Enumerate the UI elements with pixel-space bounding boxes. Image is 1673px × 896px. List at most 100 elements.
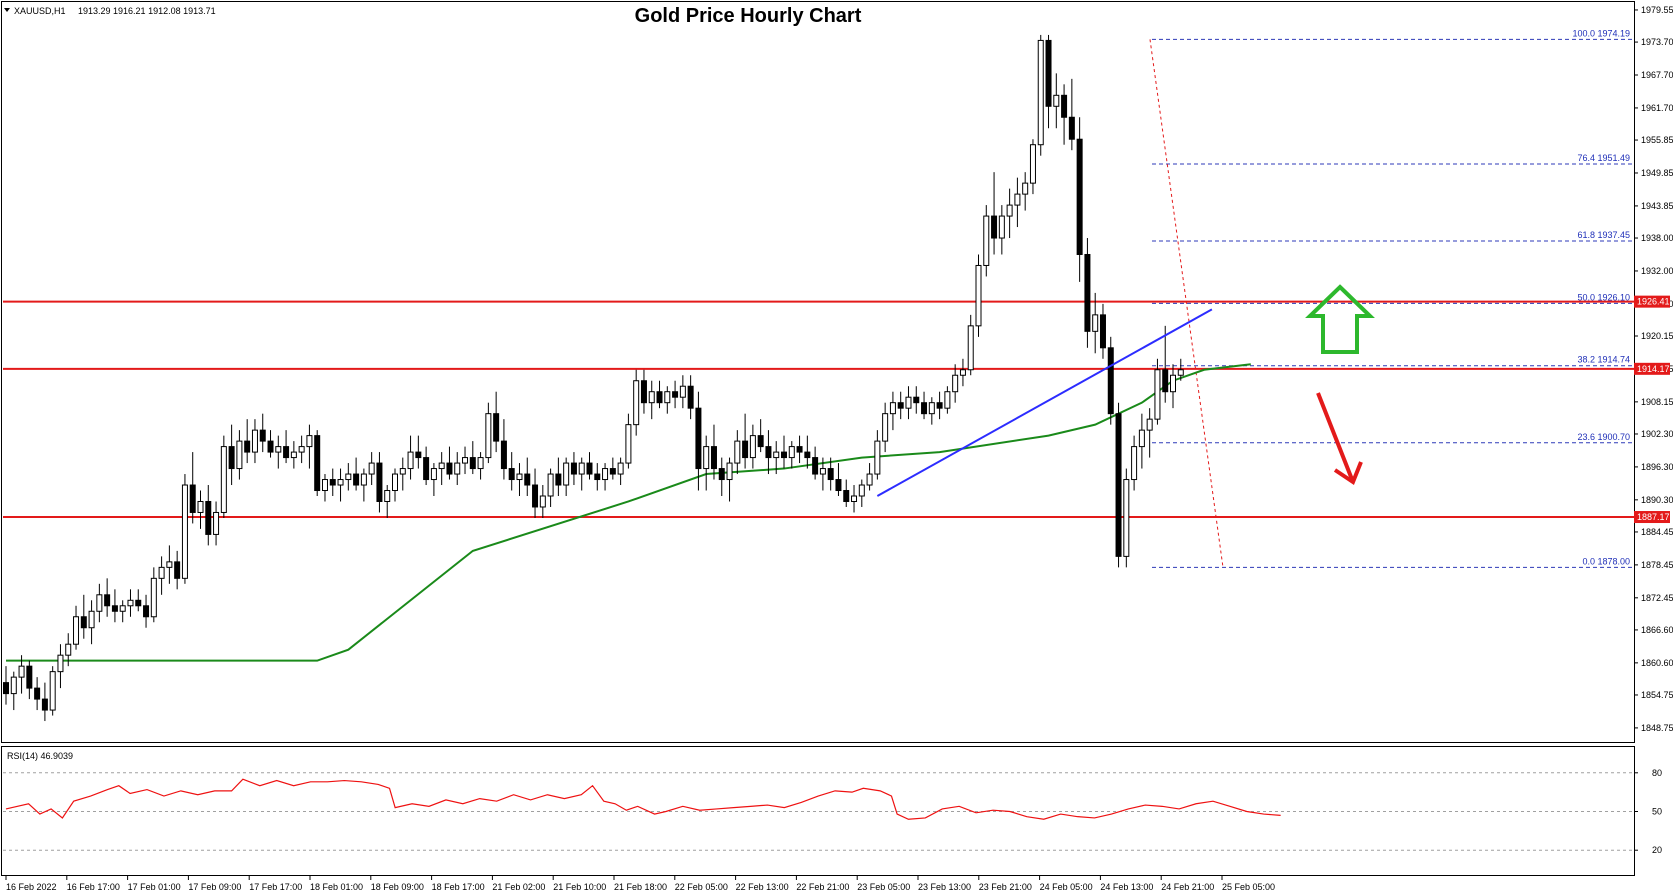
candle [1154,358,1161,425]
candle [65,633,72,667]
candle-body [1177,369,1184,376]
candle-body [913,396,920,404]
price-tick-label: 1961.70 [1641,103,1673,113]
candle [1123,468,1130,568]
candle [454,452,461,486]
price-level-box-label: 1926.41 [1637,297,1670,307]
candle [757,419,764,453]
candle-body [687,385,694,409]
candle [57,644,64,689]
time-tick-label: 18 Feb 01:00 [310,882,363,892]
candle [18,655,25,694]
candle-body [314,435,321,492]
candle-body [1037,39,1044,146]
candle [415,435,422,469]
candle-body [1092,314,1099,332]
rsi-tick-label: 20 [1652,845,1662,855]
candle-body [1107,347,1114,415]
time-tick-label: 17 Feb 01:00 [128,882,181,892]
time-tick-label: 22 Feb 13:00 [736,882,789,892]
candle-body [119,605,126,612]
candle [353,457,360,491]
candle-body [111,605,118,612]
candle [197,490,204,529]
candle-body [181,484,188,579]
price-tick-label: 1860.60 [1641,658,1673,668]
candle [858,479,865,507]
candle [345,463,352,491]
candle [889,391,896,431]
candle [267,430,274,458]
candle [687,375,694,420]
candle-body [703,446,710,470]
symbol-dropdown-icon[interactable] [4,8,10,12]
candle [80,594,87,639]
fib-level-label: 61.8 1937.45 [1577,230,1630,240]
candle-body [1045,39,1052,107]
candle-body [143,605,150,618]
candle-body [500,440,507,470]
price-tick-label: 1866.60 [1641,625,1673,635]
candle-body [96,594,103,612]
candle-body [430,468,437,481]
price-tick-label: 1967.70 [1641,70,1673,80]
candle [555,457,562,496]
candle [493,391,500,453]
candle-body [633,380,640,426]
price-tick-label: 1979.55 [1641,5,1673,15]
candle [781,435,787,469]
candle-body [1068,116,1075,140]
candle [73,605,80,650]
candle-body [967,325,974,371]
candle-body [41,698,48,711]
price-tick-label: 1973.70 [1641,37,1673,47]
candle-body [197,500,204,513]
candle [477,452,484,480]
price-level-boxes: 1926.41 1914.17 1887.17 [1634,295,1670,524]
candle [438,452,445,486]
candle-body [306,435,313,448]
price-tick-label: 1848.75 [1641,723,1673,733]
candle [1084,238,1091,348]
candle-body [858,484,865,497]
candle-body [959,369,966,376]
candle-body [283,446,290,459]
candle [205,485,212,546]
candle-body [376,462,383,502]
price-tick-label: 1908.15 [1641,397,1673,407]
candle-body [734,440,741,464]
candle-body [174,561,181,579]
candle [718,457,725,496]
candle-body [88,610,95,629]
candle [158,556,165,595]
candle-body [742,440,749,459]
candle [1177,358,1184,381]
up-arrow-icon [1305,284,1375,354]
candle-body [399,468,406,475]
candle [835,463,842,496]
fib-level-label: 100.0 1974.19 [1572,28,1630,38]
candle-body [407,451,414,470]
candle-body [773,451,780,459]
candle [423,446,430,486]
candle [111,589,118,623]
candle [34,677,41,711]
candle [827,457,834,491]
candle-body [1029,144,1036,184]
candle [1170,364,1176,409]
candle-body [555,473,562,486]
candle-body [80,616,87,629]
candle-body [897,402,904,409]
candle [796,435,803,464]
candle [508,452,515,491]
candle-body [804,451,811,459]
rsi-axis: 80 50 20 [1634,768,1662,855]
rsi-tick-label: 50 [1652,807,1662,817]
down-arrow-icon [1316,392,1363,486]
candle-body [345,473,352,481]
candle [788,441,795,469]
candle-body [1014,193,1021,206]
candle [1076,117,1083,282]
candle [462,446,469,475]
candle-body [835,479,842,492]
